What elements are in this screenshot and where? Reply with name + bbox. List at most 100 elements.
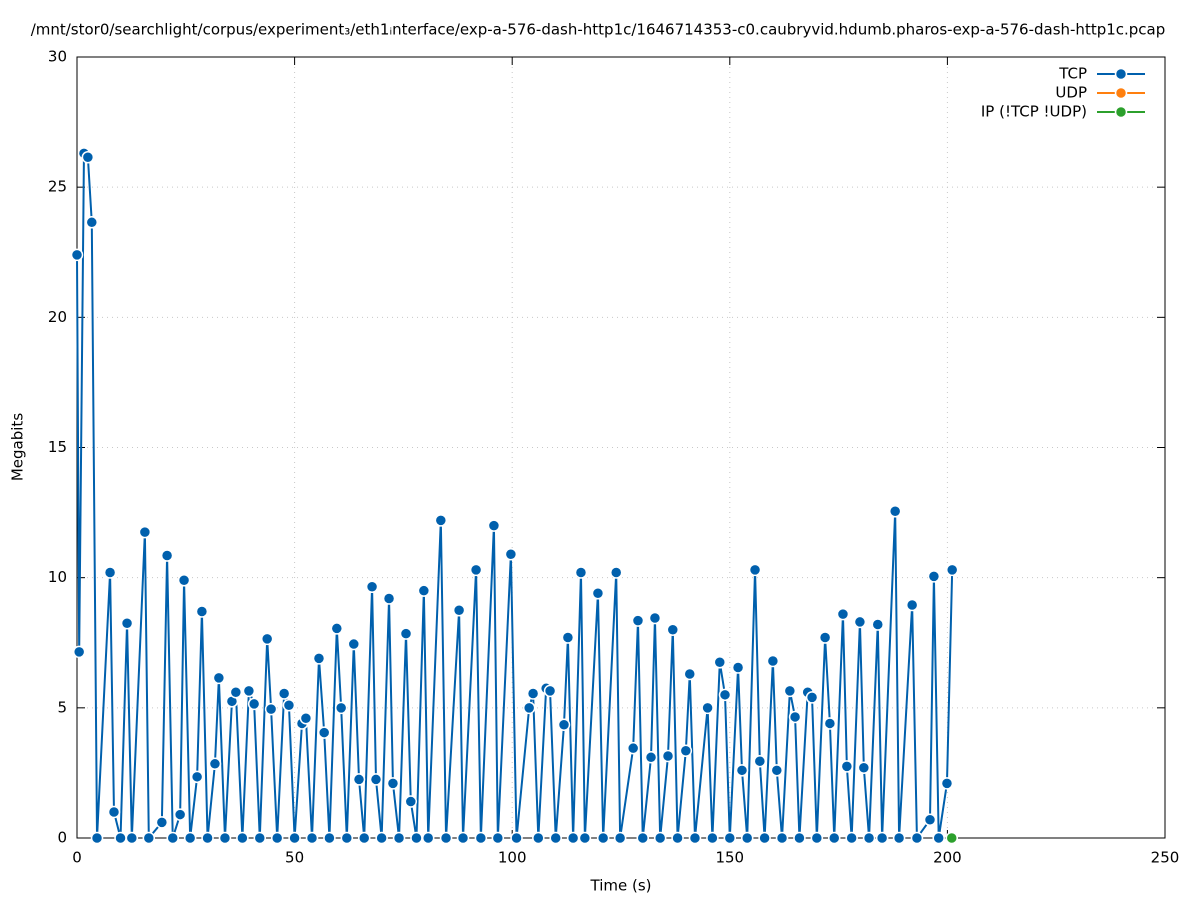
data-point <box>399 627 413 640</box>
data-point <box>173 808 187 821</box>
data-point <box>382 592 396 605</box>
data-point <box>836 607 850 621</box>
data-point <box>683 667 697 681</box>
data-point <box>566 831 580 844</box>
data-point <box>671 831 684 844</box>
data-point <box>823 717 837 730</box>
legend-marker <box>1114 67 1128 81</box>
data-point <box>758 831 771 844</box>
data-point <box>270 831 284 844</box>
data-point <box>932 831 945 844</box>
data-point <box>753 754 767 768</box>
data-point <box>875 831 889 844</box>
data-point <box>596 831 610 844</box>
data-point <box>434 514 448 527</box>
data-point <box>840 760 854 773</box>
data-point <box>125 831 139 844</box>
y-axis-label: Megabits <box>9 413 27 481</box>
data-point <box>72 645 86 659</box>
data-point <box>940 777 954 790</box>
x-tick-label: 200 <box>933 849 962 867</box>
data-point <box>666 623 680 636</box>
data-point <box>661 749 675 763</box>
y-tick-label: 15 <box>48 438 67 456</box>
data-point <box>340 831 354 844</box>
data-point <box>142 831 156 844</box>
data-point <box>636 831 650 844</box>
data-point <box>688 831 702 844</box>
data-point <box>218 831 232 844</box>
data-point <box>770 764 784 777</box>
data-point <box>748 563 762 577</box>
data-point <box>735 764 749 777</box>
data-point <box>439 831 453 844</box>
data-point <box>299 711 313 725</box>
data-point <box>114 831 127 844</box>
data-point <box>375 831 388 844</box>
data-point <box>334 701 348 715</box>
y-tick-label: 0 <box>57 829 67 847</box>
data-point <box>827 831 841 844</box>
data-point <box>277 687 291 700</box>
data-point <box>229 685 243 699</box>
data-point <box>317 726 331 739</box>
data-point <box>71 248 84 262</box>
data-point <box>357 831 371 844</box>
data-point <box>945 563 959 577</box>
data-point <box>365 580 379 594</box>
data-point <box>818 631 832 644</box>
legend-label: TCP <box>1058 65 1087 83</box>
legend-marker <box>1114 105 1128 119</box>
y-tick-label: 25 <box>48 178 67 196</box>
data-point <box>208 757 222 771</box>
data-point <box>910 831 924 844</box>
data-point <box>312 652 326 665</box>
data-point <box>740 831 754 844</box>
chart-title: /mnt/stor0/searchlight/corpus/experiment… <box>31 21 1166 39</box>
data-point <box>574 566 588 579</box>
data-point <box>626 741 640 755</box>
data-point <box>212 671 226 685</box>
legend-marker <box>1114 86 1128 100</box>
data-point <box>369 773 383 786</box>
data-point <box>386 777 400 790</box>
data-point <box>330 622 344 635</box>
data-point <box>549 831 562 844</box>
data-point <box>810 831 824 844</box>
data-point <box>107 805 121 819</box>
data-point <box>195 605 209 618</box>
data-point <box>532 831 545 844</box>
data-point <box>923 813 937 827</box>
data-point <box>421 831 435 844</box>
data-point <box>103 566 117 579</box>
y-tick-label: 5 <box>57 698 67 716</box>
data-point <box>857 761 871 774</box>
data-point <box>190 770 204 784</box>
data-point <box>731 661 745 674</box>
data-point <box>352 773 366 786</box>
data-point <box>253 831 267 844</box>
data-point <box>845 831 858 844</box>
data-point <box>469 563 483 577</box>
data-point <box>871 618 885 631</box>
data-point <box>701 701 714 715</box>
data-point <box>410 831 423 844</box>
data-point <box>138 525 152 539</box>
data-point <box>679 744 693 758</box>
data-point <box>723 831 737 844</box>
data-point <box>543 684 557 698</box>
series-line <box>76 150 954 842</box>
data-point <box>120 616 134 630</box>
data-point <box>766 654 780 668</box>
data-point <box>892 831 906 844</box>
data-point <box>90 831 104 844</box>
data-point <box>456 831 470 844</box>
plot-border <box>76 56 1166 839</box>
data-point <box>305 831 319 844</box>
data-point <box>526 687 540 700</box>
data-point <box>578 831 592 844</box>
data-point <box>85 216 99 229</box>
data-point <box>247 697 261 711</box>
data-point <box>713 656 727 669</box>
data-point <box>862 831 876 844</box>
